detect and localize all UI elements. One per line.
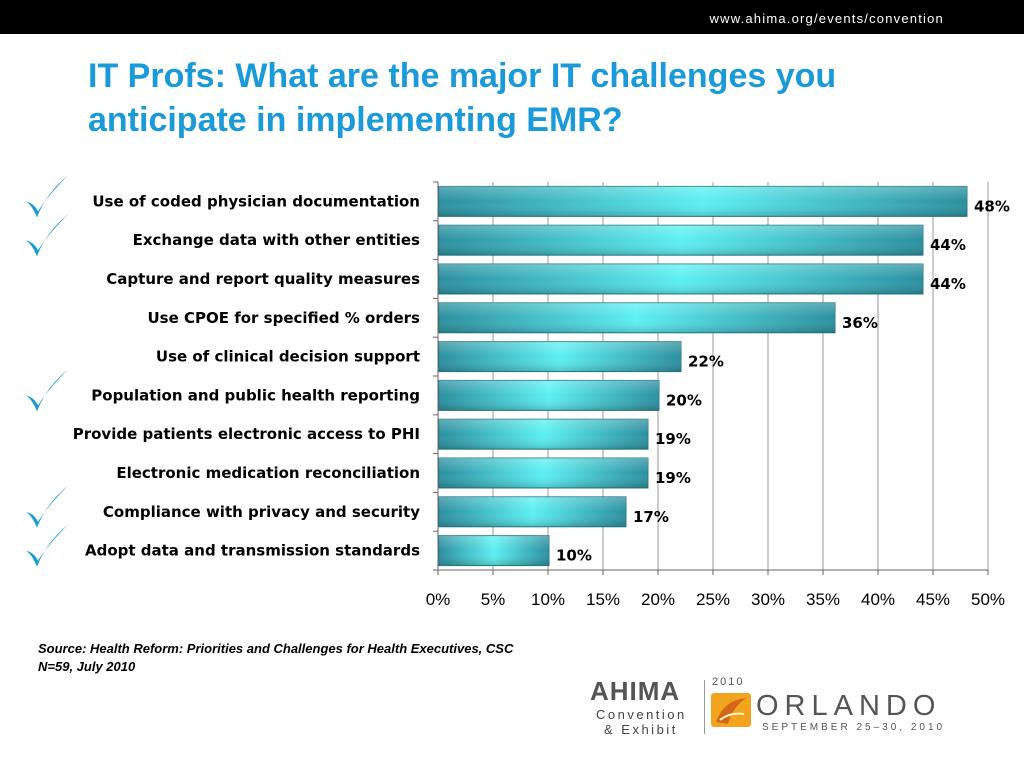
chart-bars — [438, 185, 968, 567]
checkmark-icon — [26, 214, 68, 257]
bar-shade — [439, 341, 681, 372]
checkmark-icon — [26, 524, 68, 567]
category-label: Electronic medication reconciliation — [116, 464, 420, 482]
value-label: 44% — [930, 275, 966, 293]
value-label: 17% — [633, 508, 669, 526]
chart-checkmarks — [26, 175, 68, 567]
x-tick-label: 20% — [641, 590, 675, 609]
logo-wordmark: AHIMA — [590, 676, 681, 706]
logo-line-1: Convention — [596, 707, 687, 722]
chart-category-labels: Use of coded physician documentation Exch… — [73, 192, 420, 559]
x-tick-label: 10% — [531, 590, 565, 609]
header-bar: www.ahima.org/events/convention — [0, 0, 1024, 34]
checkmark-icon — [26, 369, 68, 412]
bar-shade — [439, 264, 923, 294]
category-label: Use of clinical decision support — [156, 348, 420, 366]
bar-chart: Use of coded physician documentation Exch… — [26, 175, 1010, 609]
category-label: Use of coded physician documentation — [92, 192, 420, 210]
checkmark-icon — [26, 485, 68, 528]
logo-dates: SEPTEMBER 25–30, 2010 — [762, 722, 946, 733]
x-tick-label: 25% — [696, 590, 730, 609]
x-tick-label: 50% — [971, 590, 1005, 609]
x-tick-label: 40% — [861, 590, 895, 609]
source-note: Source: Health Reform: Priorities and Ch… — [38, 640, 513, 676]
value-label: 36% — [842, 314, 878, 332]
x-tick-label: 30% — [751, 590, 785, 609]
value-label: 19% — [655, 430, 691, 448]
bar-shade — [439, 458, 648, 488]
x-tick-label: 45% — [916, 590, 950, 609]
category-label: Provide patients electronic access to PH… — [73, 425, 420, 443]
logo-divider — [704, 680, 705, 734]
bar-shade — [439, 225, 923, 256]
category-label: Exchange data with other entities — [133, 231, 420, 249]
source-line-1: Source: Health Reform: Priorities and Ch… — [38, 641, 514, 656]
category-label: Capture and report quality measures — [106, 270, 420, 288]
x-tick-label: 15% — [586, 590, 620, 609]
slide-title: IT Profs: What are the major IT challeng… — [88, 57, 837, 139]
logo-city: ORLANDO — [756, 690, 942, 722]
ahima-convention-logo: AHIMA Convention & Exhibit 2010 ORLANDO … — [590, 676, 970, 740]
value-label: 48% — [974, 197, 1010, 215]
logo-line-2: & Exhibit — [604, 722, 678, 737]
logo-year: 2010 — [712, 676, 745, 688]
bar-shade — [439, 535, 549, 566]
category-label: Population and public health reporting — [91, 386, 420, 404]
bar-shade — [439, 380, 659, 411]
category-label: Use CPOE for specified % orders — [148, 309, 421, 327]
header-url[interactable]: www.ahima.org/events/convention — [709, 11, 944, 26]
category-label: Compliance with privacy and security — [103, 503, 420, 521]
checkmark-icon — [26, 175, 68, 218]
value-label: 19% — [655, 469, 691, 487]
x-tick-label: 0% — [426, 590, 451, 609]
x-tick-label: 35% — [806, 590, 840, 609]
category-label: Adopt data and transmission standards — [85, 542, 420, 560]
value-label: 44% — [930, 236, 966, 254]
bar-shade — [439, 302, 835, 333]
chart-tick-labels: 0% 5% 10% 15% 20% 25% 30% 35% 40% 45% 50% — [426, 590, 1005, 609]
chart-value-labels: 48% 44% 44% 36% 22% 20% 19% 19% 17% 10% — [556, 197, 1010, 564]
value-label: 10% — [556, 547, 592, 565]
orlando-sun-icon — [711, 693, 751, 727]
bar-shade — [439, 186, 967, 217]
x-tick-label: 5% — [481, 590, 506, 609]
bar-shade — [439, 496, 626, 527]
value-label: 20% — [666, 391, 702, 409]
bar-shade — [439, 419, 648, 450]
value-label: 22% — [688, 353, 724, 371]
source-line-2: N=59, July 2010 — [38, 659, 136, 674]
